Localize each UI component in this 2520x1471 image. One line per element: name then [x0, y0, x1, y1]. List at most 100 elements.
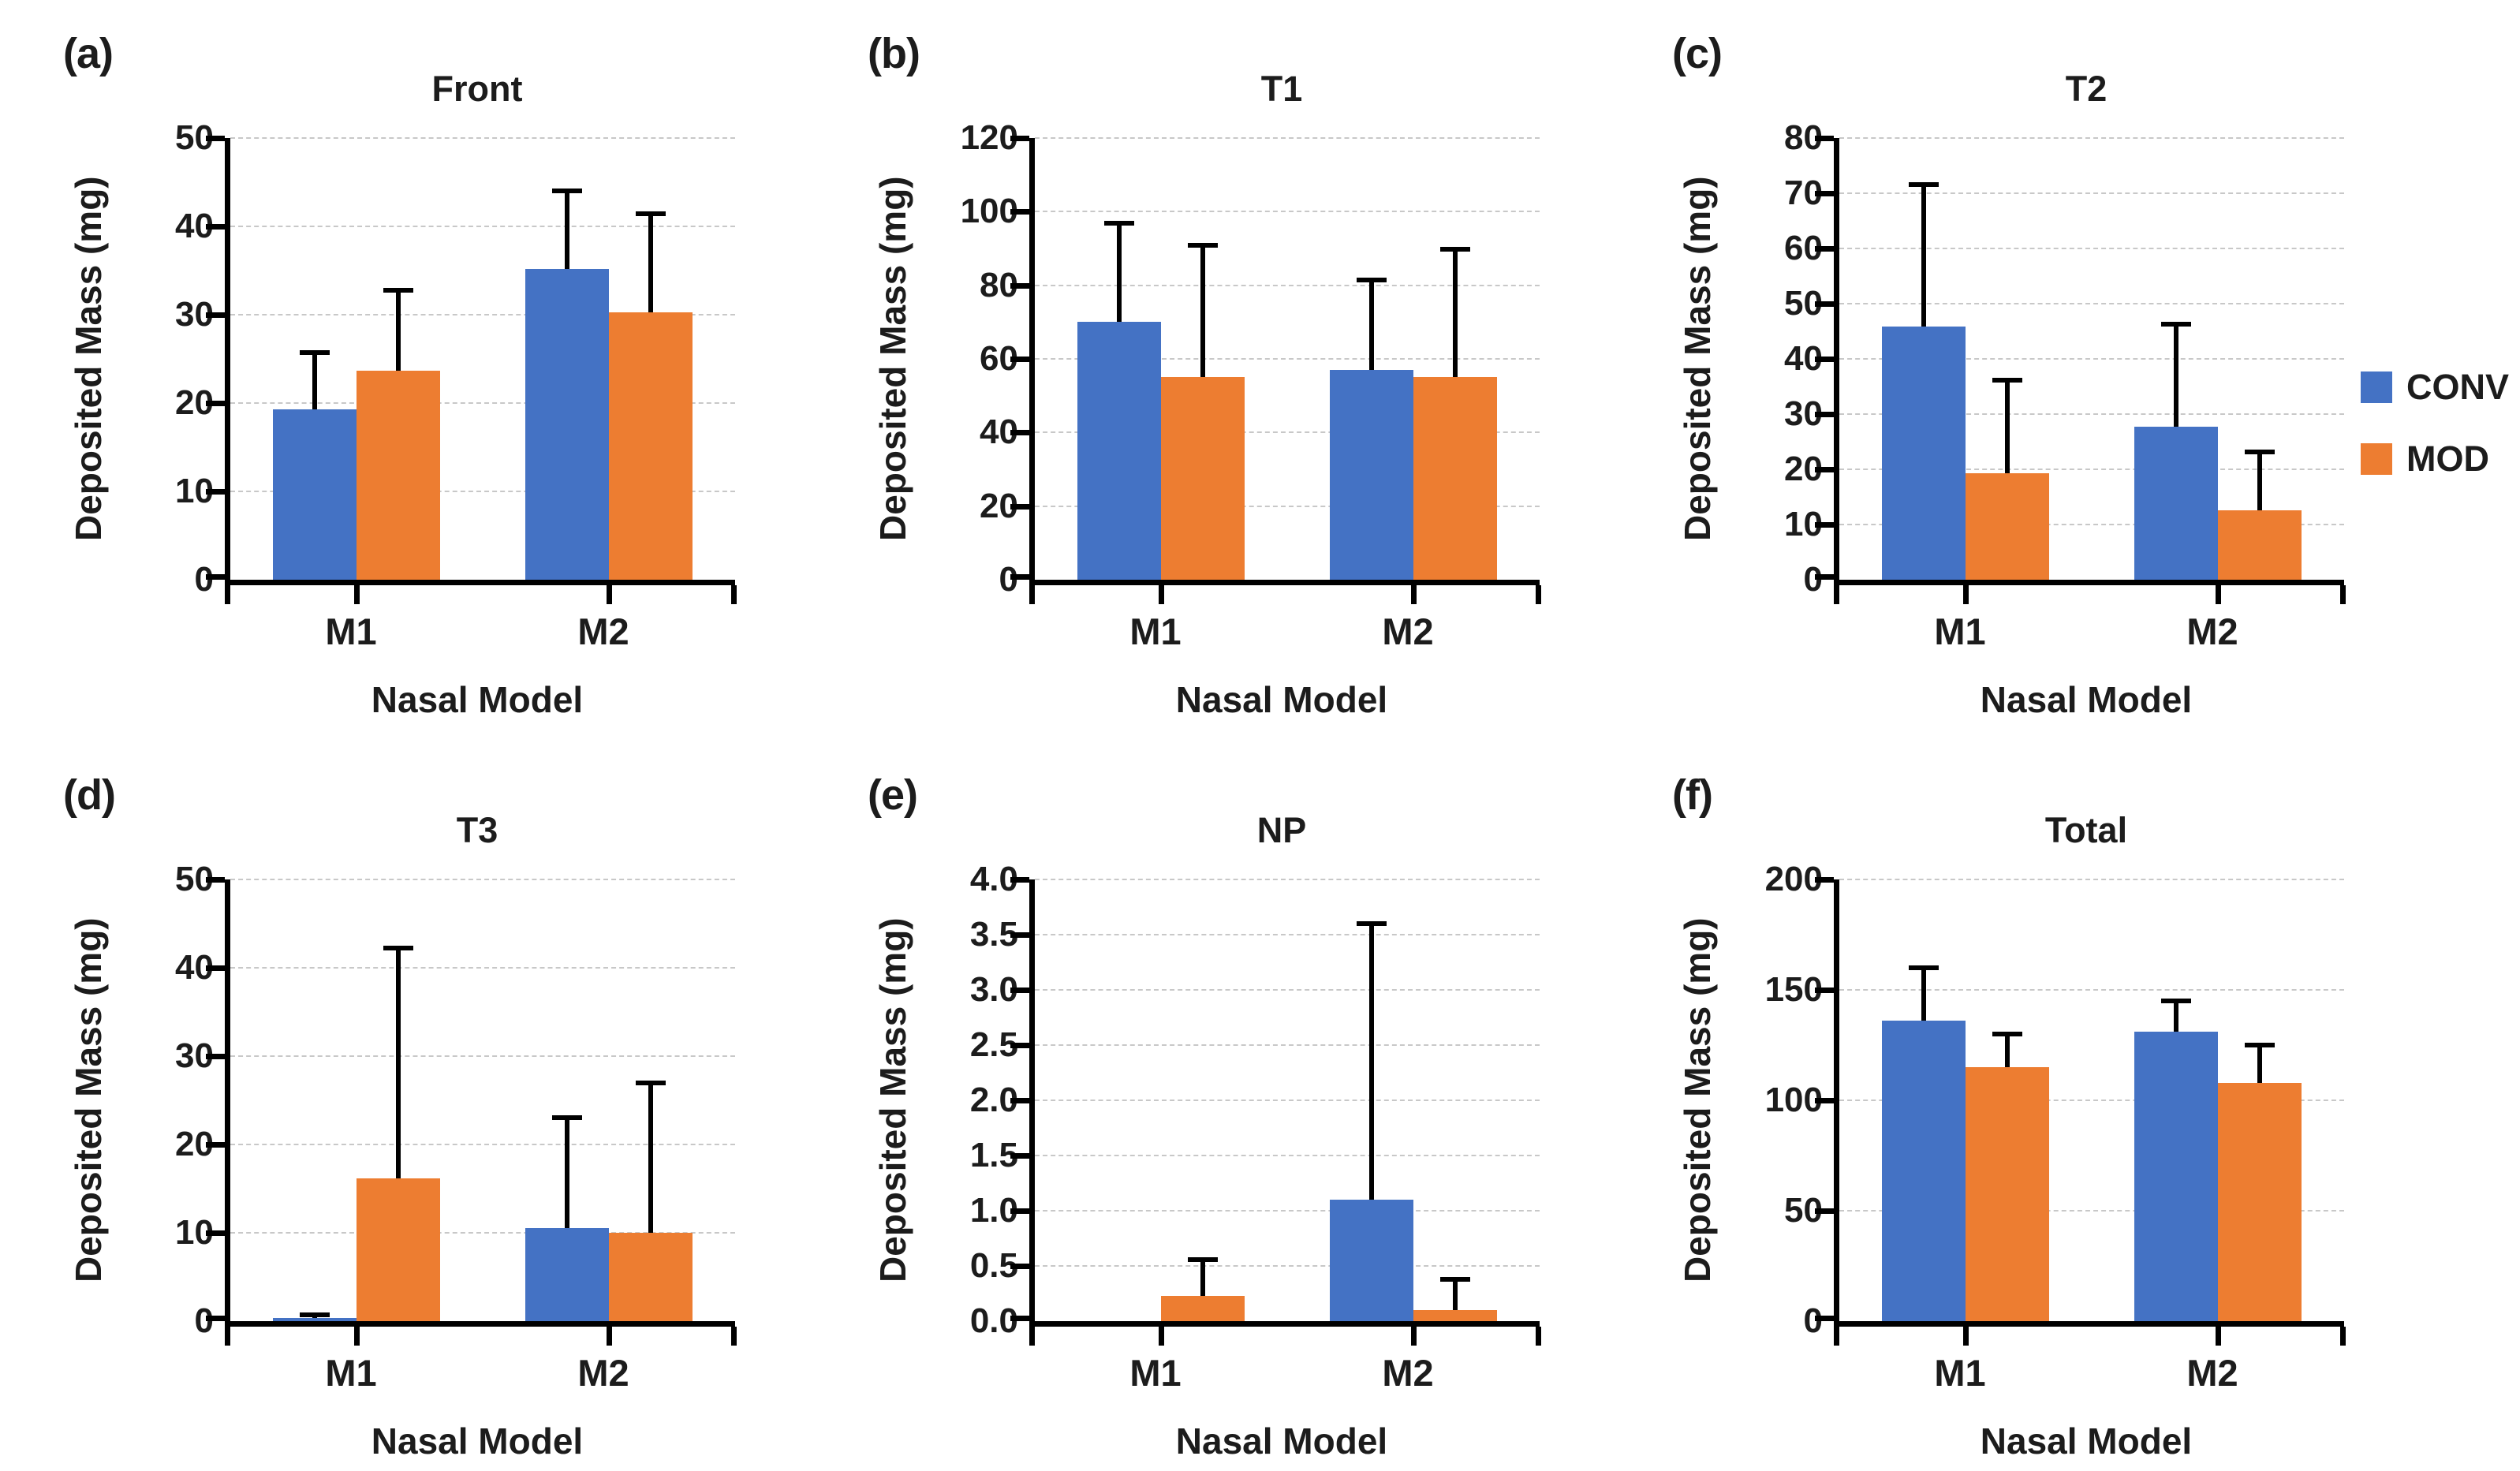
- y-tick-mark: [206, 401, 225, 406]
- y-tick-label: 2.0: [969, 1081, 1018, 1119]
- y-tick-label: 1.0: [969, 1191, 1018, 1230]
- y-tick-label: 10: [175, 1213, 214, 1252]
- bar-conv-m1: [1882, 1021, 1966, 1321]
- y-tick-label: 20: [980, 486, 1018, 525]
- y-axis-label: Deposited Mass (mg): [1677, 917, 1718, 1283]
- y-tick-mark: [1010, 988, 1029, 993]
- y-tick-label: 10: [1784, 505, 1823, 543]
- y-axis-ticks: 0 10 20 30 40 50: [113, 121, 214, 597]
- x-axis-label: Nasal Model: [1175, 679, 1388, 720]
- error-bar-cap: [552, 189, 582, 193]
- bar-mod-m2: [609, 1233, 693, 1321]
- error-bar-line: [2174, 999, 2178, 1032]
- y-tick-label: 60: [1784, 229, 1823, 267]
- y-tick-label: 50: [175, 860, 214, 898]
- y-tick-mark: [206, 1142, 225, 1148]
- error-bar-cap: [2245, 1043, 2275, 1047]
- panel-t3: (d) T3 Deposited Mass (mg) 0 10 20 30 40 50 M…: [43, 753, 832, 1471]
- x-tick-mark: [1963, 585, 1969, 604]
- error-bar-cap: [383, 946, 413, 950]
- error-bar-cap: [1992, 1032, 2022, 1036]
- y-tick-mark: [1815, 301, 1834, 307]
- gridline: [1839, 524, 2344, 525]
- error-bar-cap: [1104, 221, 1134, 226]
- y-tick-mark: [206, 136, 225, 141]
- error-bar-line: [1921, 182, 1926, 327]
- y-tick-label: 70: [1784, 174, 1823, 212]
- bar-conv-m1: [1077, 322, 1161, 580]
- legend: CONV MOD: [2361, 369, 2509, 513]
- error-bar-line: [1117, 221, 1122, 322]
- chart-title: Front: [431, 69, 523, 109]
- bar-mod-m1: [1161, 377, 1245, 580]
- error-bar-line: [1453, 247, 1458, 377]
- gridline: [1035, 1210, 1540, 1212]
- error-bar-line: [396, 288, 401, 371]
- y-tick-mark: [1815, 988, 1834, 993]
- x-tick-mark: [354, 1327, 360, 1346]
- y-tick-mark: [206, 965, 225, 971]
- plot-area: [206, 136, 737, 604]
- y-tick-mark: [1010, 1316, 1029, 1321]
- bar-mod-m2: [1413, 377, 1497, 580]
- y-tick-mark: [1010, 282, 1029, 289]
- error-bar-line: [396, 946, 401, 1178]
- y-axis-label: Deposited Mass (mg): [1677, 176, 1718, 542]
- category-labels: M1 M2: [1834, 613, 2339, 660]
- error-bar-cap: [1909, 182, 1939, 187]
- bar-conv-m2: [525, 1228, 609, 1321]
- x-axis-label: Nasal Model: [371, 679, 584, 720]
- error-bar-cap: [1992, 378, 2022, 383]
- chart-title: T1: [1260, 69, 1303, 109]
- category-label-m1: M1: [1129, 610, 1182, 652]
- y-tick-label: 0: [194, 560, 214, 599]
- gridline: [1839, 1210, 2344, 1212]
- gridline: [230, 879, 735, 880]
- y-tick-label: 200: [1764, 860, 1823, 898]
- x-tick-mark: [1159, 585, 1164, 604]
- gridline: [1839, 469, 2344, 470]
- legend-label-conv: CONV: [2406, 367, 2510, 407]
- gridline: [1035, 431, 1540, 434]
- x-axis-label: Nasal Model: [1175, 1421, 1388, 1462]
- y-tick-label: 40: [1784, 339, 1823, 378]
- x-tick-mark: [354, 585, 360, 604]
- y-tick-label: 30: [1784, 394, 1823, 433]
- error-bar-cap: [552, 1115, 582, 1120]
- gridline: [230, 1144, 735, 1145]
- gridline: [1035, 879, 1540, 880]
- y-axis-ticks: 0.0 0.5 1.0 1.5 2.0 2.5 3.0 3.5 4.0: [917, 862, 1018, 1338]
- panel-letter: (f): [1672, 771, 1713, 819]
- y-axis-ticks: 0 10 20 30 40 50: [113, 862, 214, 1338]
- y-tick-label: 120: [960, 118, 1018, 157]
- y-tick-label: 20: [175, 383, 214, 422]
- y-tick-mark: [1010, 1264, 1029, 1269]
- axis-corner-tick: [1834, 585, 1839, 604]
- y-tick-label: 30: [175, 295, 214, 334]
- axis-corner-tick: [1029, 1327, 1035, 1346]
- gridline: [1035, 211, 1540, 213]
- x-tick-mark: [1159, 1327, 1164, 1346]
- category-labels: M1 M2: [225, 1354, 730, 1402]
- x-tick-mark: [2340, 1327, 2346, 1346]
- x-tick-mark: [1411, 585, 1417, 604]
- y-tick-label: 0: [1803, 560, 1823, 599]
- error-bar-line: [648, 1081, 653, 1233]
- category-labels: M1 M2: [1834, 1354, 2339, 1402]
- bar-conv-m1: [273, 1318, 357, 1321]
- axis-corner-tick: [1029, 585, 1035, 604]
- axis-corner-tick: [225, 1327, 230, 1346]
- category-label-m2: M2: [1382, 610, 1434, 652]
- y-tick-label: 1.5: [969, 1136, 1018, 1174]
- gridline: [1839, 1100, 2344, 1101]
- bar-conv-m1: [1882, 327, 1966, 580]
- bar-conv-m2: [1330, 1200, 1413, 1321]
- y-tick-mark: [1010, 1043, 1029, 1048]
- plot-area: [1010, 136, 1541, 604]
- gridline: [230, 226, 735, 227]
- category-labels: M1 M2: [1029, 613, 1534, 660]
- y-tick-mark: [206, 1230, 225, 1236]
- error-bar-cap: [1440, 1277, 1470, 1282]
- gridline: [1035, 137, 1540, 139]
- gridline: [1035, 1265, 1540, 1267]
